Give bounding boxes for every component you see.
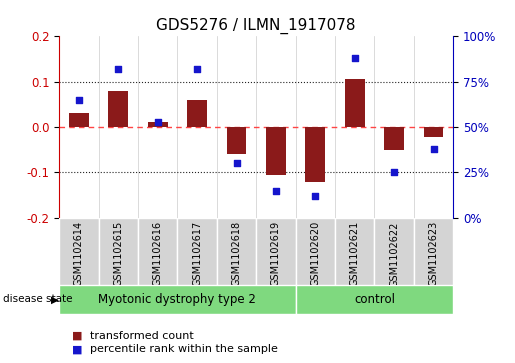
Bar (266, 127, 286, 175)
Text: GSM1102614: GSM1102614 (74, 221, 84, 286)
Bar (374, 218, 414, 285)
Text: transformed count: transformed count (90, 331, 194, 341)
Bar (187, 100, 207, 127)
Text: GSM1102618: GSM1102618 (232, 221, 242, 286)
Title: GDS5276 / ILMN_1917078: GDS5276 / ILMN_1917078 (157, 17, 356, 33)
Point (351, 55, 359, 61)
Bar (414, 218, 453, 285)
Bar (138, 218, 177, 285)
Text: GSM1102621: GSM1102621 (350, 221, 359, 286)
Bar (296, 218, 335, 285)
Bar (69, 113, 89, 127)
Text: GSM1102622: GSM1102622 (389, 221, 399, 286)
Text: GSM1102619: GSM1102619 (271, 221, 281, 286)
Text: ■: ■ (72, 344, 82, 354)
Bar (227, 127, 246, 154)
Bar (177, 218, 217, 285)
Bar (148, 122, 167, 127)
Point (75, 97, 83, 103)
Point (390, 170, 398, 175)
Point (311, 193, 319, 199)
Text: ■: ■ (72, 331, 82, 341)
Point (232, 160, 241, 166)
Point (430, 146, 438, 152)
Text: percentile rank within the sample: percentile rank within the sample (90, 344, 278, 354)
Bar (59, 285, 296, 314)
Bar (109, 91, 128, 127)
Bar (335, 218, 374, 285)
Bar (384, 127, 404, 150)
Bar (296, 285, 453, 314)
Bar (305, 127, 325, 182)
Bar (217, 218, 256, 285)
Point (153, 119, 162, 125)
Text: control: control (354, 293, 395, 306)
Bar (424, 127, 443, 137)
Point (114, 66, 123, 72)
Text: GSM1102617: GSM1102617 (192, 221, 202, 286)
Bar (345, 79, 365, 127)
Text: GSM1102620: GSM1102620 (311, 221, 320, 286)
Text: GSM1102615: GSM1102615 (113, 221, 123, 286)
Text: GSM1102616: GSM1102616 (153, 221, 163, 286)
Text: ▶: ▶ (50, 294, 59, 305)
Bar (256, 218, 296, 285)
Bar (59, 218, 99, 285)
Text: disease state: disease state (3, 294, 72, 305)
Bar (99, 218, 138, 285)
Point (193, 66, 201, 72)
Point (272, 188, 280, 193)
Text: GSM1102623: GSM1102623 (428, 221, 438, 286)
Text: Myotonic dystrophy type 2: Myotonic dystrophy type 2 (98, 293, 256, 306)
